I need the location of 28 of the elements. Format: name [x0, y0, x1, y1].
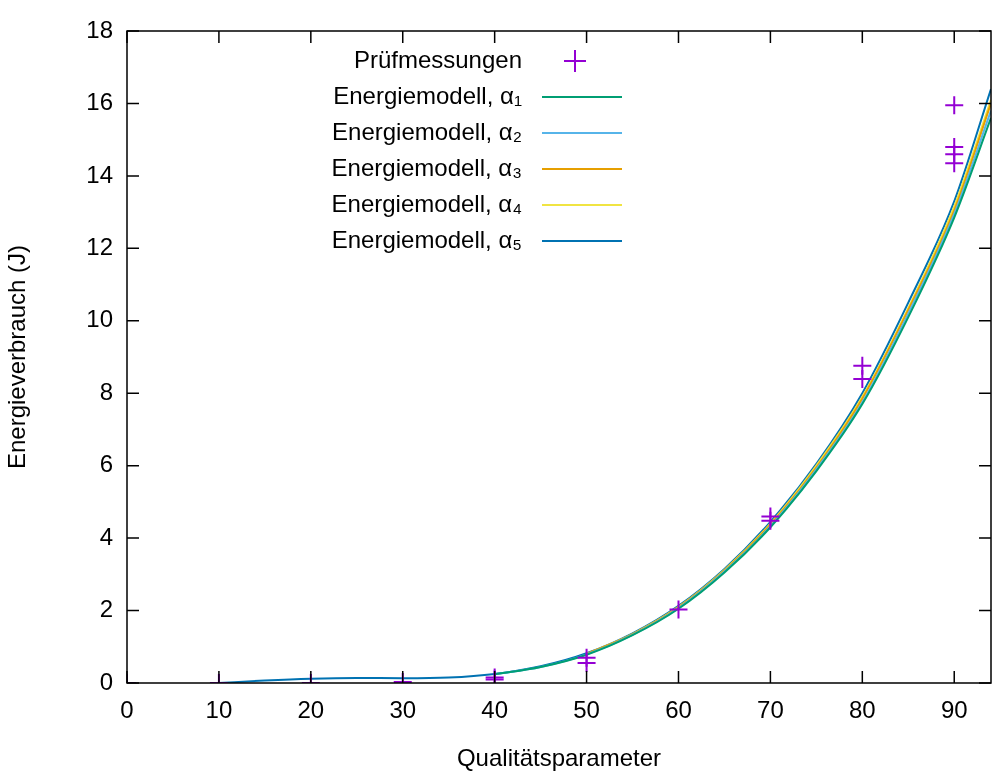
y-tick-label: 6	[99, 450, 113, 478]
x-tick-label: 50	[573, 696, 600, 724]
x-tick-label: 90	[940, 696, 968, 724]
legend-label: Energiemodell, α₃	[331, 153, 522, 181]
x-tick-label: 80	[848, 696, 876, 724]
y-tick-label: 16	[86, 88, 113, 116]
y-tick-label: 18	[86, 15, 113, 43]
y-tick-label: 2	[99, 595, 113, 623]
y-tick-label: 4	[99, 522, 113, 550]
legend-label: Energiemodell, α₁	[333, 81, 522, 109]
y-tick-label: 14	[86, 160, 113, 188]
x-axis-title: Qualitätsparameter	[456, 744, 662, 772]
y-axis-title: Energieverbrauch (J)	[3, 244, 31, 470]
y-tick-label: 0	[99, 667, 113, 695]
x-tick-label: 40	[481, 696, 509, 724]
legend-label: Energiemodell, α₅	[331, 225, 522, 253]
x-tick-label: 10	[205, 696, 233, 724]
y-tick-label: 8	[99, 377, 113, 405]
x-tick-label: 0	[120, 696, 134, 724]
x-tick-label: 70	[757, 696, 784, 724]
x-tick-label: 30	[389, 696, 417, 724]
legend-label: Prüfmessungen	[353, 45, 522, 73]
x-tick-label: 60	[665, 696, 692, 724]
x-tick-label: 20	[297, 696, 325, 724]
y-tick-label: 10	[86, 305, 113, 333]
legend-label: Energiemodell, α₂	[332, 117, 522, 145]
y-tick-label: 12	[86, 232, 113, 260]
legend-label: Energiemodell, α₄	[331, 189, 522, 217]
